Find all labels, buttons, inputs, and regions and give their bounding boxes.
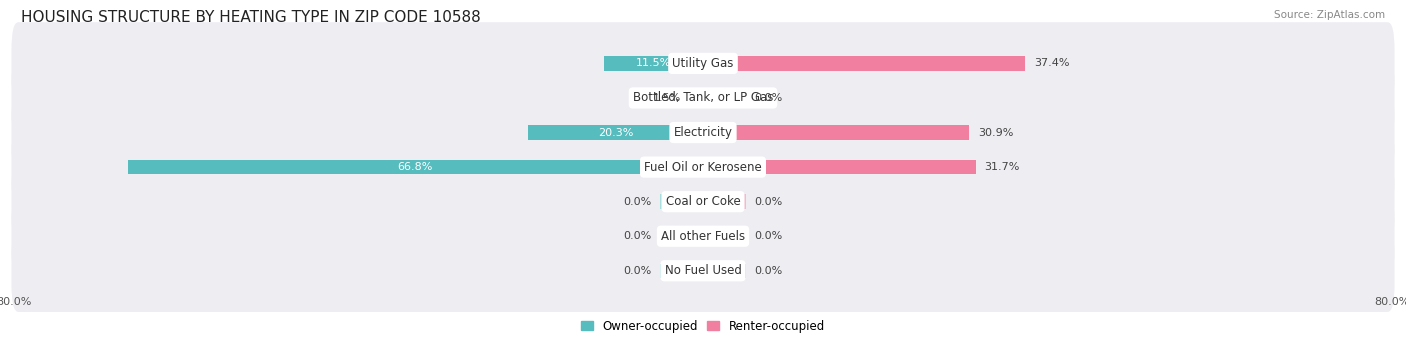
FancyBboxPatch shape (11, 161, 1395, 243)
Text: Coal or Coke: Coal or Coke (665, 195, 741, 208)
Bar (703, 91, 747, 105)
Text: Bottled, Tank, or LP Gas: Bottled, Tank, or LP Gas (633, 91, 773, 104)
Text: No Fuel Used: No Fuel Used (665, 264, 741, 277)
Bar (703, 56, 1025, 71)
Text: 0.0%: 0.0% (755, 93, 783, 103)
FancyBboxPatch shape (11, 229, 1395, 312)
FancyBboxPatch shape (11, 195, 1395, 277)
Bar (703, 125, 969, 140)
FancyBboxPatch shape (11, 57, 1395, 139)
Text: 0.0%: 0.0% (623, 266, 651, 276)
Bar (703, 160, 976, 174)
Text: Source: ZipAtlas.com: Source: ZipAtlas.com (1274, 10, 1385, 20)
Text: 30.9%: 30.9% (977, 128, 1014, 137)
Bar (605, 56, 703, 71)
Legend: Owner-occupied, Renter-occupied: Owner-occupied, Renter-occupied (581, 320, 825, 333)
Bar (703, 194, 747, 209)
Bar (659, 264, 703, 278)
Text: 0.0%: 0.0% (755, 231, 783, 241)
Text: 20.3%: 20.3% (598, 128, 633, 137)
Text: 37.4%: 37.4% (1033, 58, 1069, 69)
Text: Utility Gas: Utility Gas (672, 57, 734, 70)
Bar (529, 125, 703, 140)
Text: 11.5%: 11.5% (636, 58, 671, 69)
Text: 66.8%: 66.8% (398, 162, 433, 172)
Text: 0.0%: 0.0% (623, 197, 651, 207)
Text: 0.0%: 0.0% (755, 266, 783, 276)
Bar (703, 229, 747, 243)
Bar (703, 264, 747, 278)
FancyBboxPatch shape (11, 91, 1395, 174)
Bar (659, 229, 703, 243)
Text: 31.7%: 31.7% (984, 162, 1019, 172)
Text: HOUSING STRUCTURE BY HEATING TYPE IN ZIP CODE 10588: HOUSING STRUCTURE BY HEATING TYPE IN ZIP… (21, 10, 481, 25)
Text: Electricity: Electricity (673, 126, 733, 139)
FancyBboxPatch shape (11, 126, 1395, 208)
Text: 1.5%: 1.5% (654, 93, 682, 103)
Bar (128, 160, 703, 174)
FancyBboxPatch shape (11, 22, 1395, 105)
Text: 0.0%: 0.0% (755, 197, 783, 207)
Text: Fuel Oil or Kerosene: Fuel Oil or Kerosene (644, 161, 762, 174)
Bar (659, 194, 703, 209)
Text: 0.0%: 0.0% (623, 231, 651, 241)
Text: All other Fuels: All other Fuels (661, 230, 745, 243)
Bar (690, 91, 703, 105)
